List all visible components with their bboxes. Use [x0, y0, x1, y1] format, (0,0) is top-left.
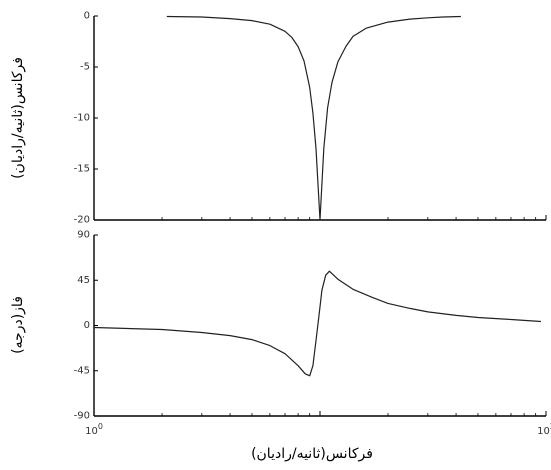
phase-y-tick-label: 0	[84, 320, 90, 331]
magnitude-y-tick-label: -15	[74, 164, 90, 175]
phase-x-tick-label: 102	[537, 422, 551, 437]
phase-y-tick-label: 45	[77, 275, 90, 286]
magnitude-y-axis-label: فرکانس(ثانیه/رادیان)	[10, 57, 26, 179]
phase-y-tick-label: 90	[77, 230, 90, 241]
phase-x-tick-label: 100	[85, 422, 103, 437]
phase-y-axis-label: فاز(درجه)	[10, 296, 26, 354]
phase-series-line	[93, 270, 542, 377]
magnitude-y-tick-label: -20	[74, 215, 90, 226]
magnitude-y-tick-label: 0	[84, 11, 90, 22]
phase-y-tick-label: -45	[74, 365, 90, 376]
phase-y-tick-label: -90	[74, 411, 90, 422]
magnitude-series-line	[166, 15, 461, 221]
magnitude-y-tick-label: -10	[74, 113, 90, 124]
frequency-x-axis-label: فرکانس(ثانیه/رادیان)	[251, 446, 373, 462]
magnitude-axes: 0 -5 -10 -15 -20	[74, 11, 547, 226]
magnitude-y-tick-label: -5	[80, 62, 90, 73]
